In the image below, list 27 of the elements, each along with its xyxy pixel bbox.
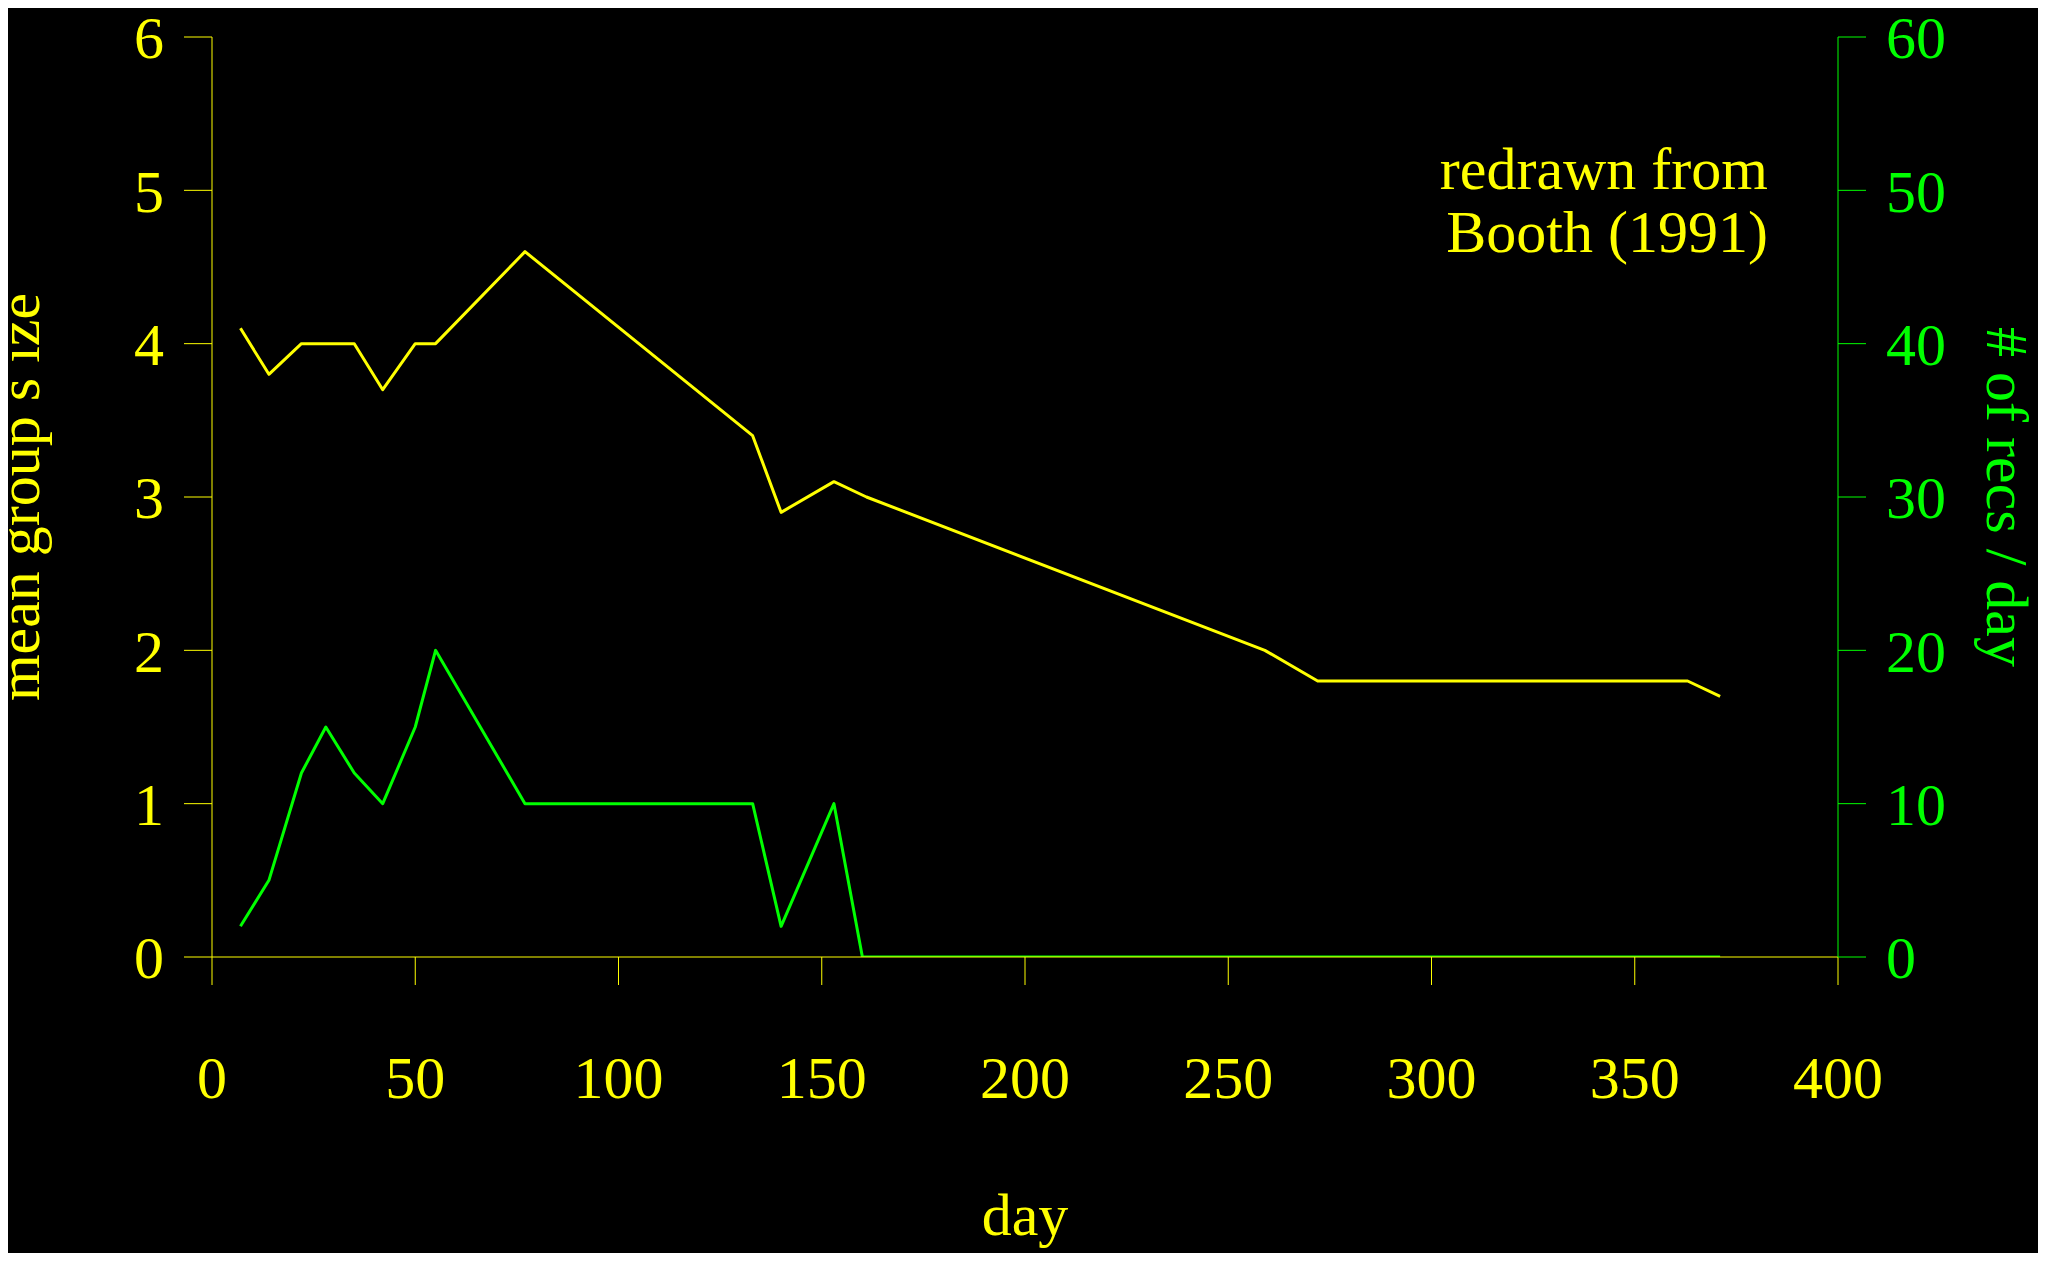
y-tick-label: 1 (134, 771, 164, 838)
y2-tick-label: 20 (1886, 618, 1946, 685)
x-tick-label: 50 (385, 1044, 446, 1111)
y-tick-label: 6 (134, 5, 164, 72)
x-tick-label: 100 (573, 1044, 664, 1111)
x-tick-label: 0 (197, 1044, 227, 1111)
annotation: redrawn from Booth (1991) (1439, 136, 1768, 265)
y2-tick-label: 0 (1886, 925, 1916, 992)
y-tick-label: 5 (134, 158, 164, 225)
y-tick-label: 3 (134, 465, 164, 532)
y2-tick-label: 60 (1886, 5, 1946, 72)
y2-tick-label: 50 (1886, 158, 1946, 225)
x-tick-label: 250 (1183, 1044, 1274, 1111)
x-tick-label: 200 (980, 1044, 1070, 1111)
y2-tick-label: 30 (1886, 465, 1946, 532)
x-tick-label: 400 (1793, 1044, 1883, 1111)
y2-tick-label: 40 (1886, 311, 1946, 378)
y2-tick-label: 10 (1886, 771, 1946, 838)
y2-axis-title: # of recs / day (1973, 327, 2040, 667)
y-tick-label: 2 (134, 618, 164, 685)
x-tick-label: 300 (1386, 1044, 1477, 1111)
y-tick-label: 4 (134, 311, 164, 378)
y-tick-label: 0 (134, 925, 164, 992)
y-axis-title: mean group s ize (0, 292, 53, 702)
x-tick-label: 150 (776, 1044, 867, 1111)
x-axis-title: day (981, 1182, 1069, 1248)
x-tick-label: 350 (1589, 1044, 1680, 1111)
